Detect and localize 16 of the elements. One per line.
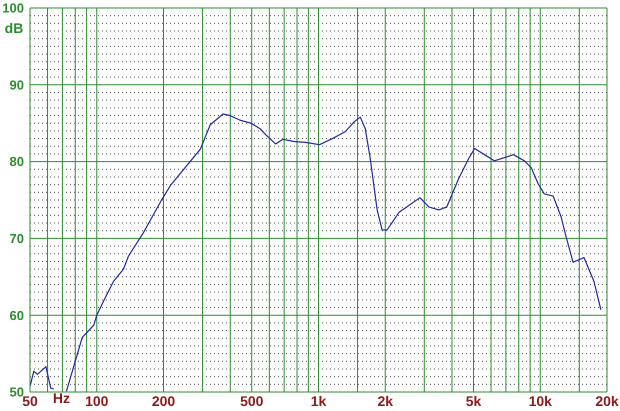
y-tick-label: 60 (10, 308, 24, 323)
x-tick-label: 20k (595, 392, 619, 409)
y-tick-label: 70 (10, 231, 24, 246)
y-tick-label: 80 (10, 154, 24, 170)
x-tick-label: 50 (22, 392, 38, 409)
y-axis-title: dB (4, 20, 24, 36)
x-tick-label: 5k (466, 392, 482, 409)
x-tick-label: 1k (310, 392, 326, 409)
x-tick-label: 500 (240, 392, 264, 409)
x-tick-label: 2k (377, 392, 394, 409)
x-tick-label: 200 (152, 392, 176, 409)
x-tick-label: 100 (85, 392, 109, 409)
y-tick-label: 90 (10, 77, 24, 92)
y-tick-label: 100 (2, 0, 24, 16)
x-tick-label: 10k (528, 392, 552, 409)
x-axis-title: Hz (52, 390, 71, 406)
